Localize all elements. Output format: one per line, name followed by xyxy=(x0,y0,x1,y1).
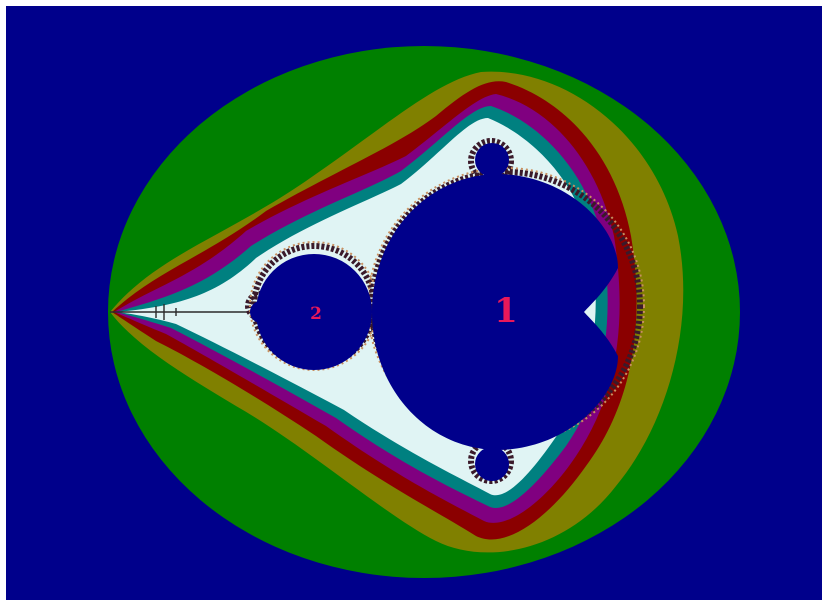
label-period-2-bulb: 2 xyxy=(310,304,322,324)
period-3-bulb-top xyxy=(475,143,509,177)
period-3-bulb-bottom xyxy=(475,447,509,481)
mandelbrot-interior xyxy=(250,143,618,481)
mandelbrot-canvas: 1 2 xyxy=(6,6,822,600)
period-2-bulb xyxy=(256,254,372,370)
period-4-bulb xyxy=(250,301,272,323)
label-main-cardioid: 1 xyxy=(494,291,518,331)
mandelbrot-set-figure: 1 2 xyxy=(6,6,822,600)
filament-detail xyxy=(110,304,266,320)
main-cardioid xyxy=(372,174,618,450)
